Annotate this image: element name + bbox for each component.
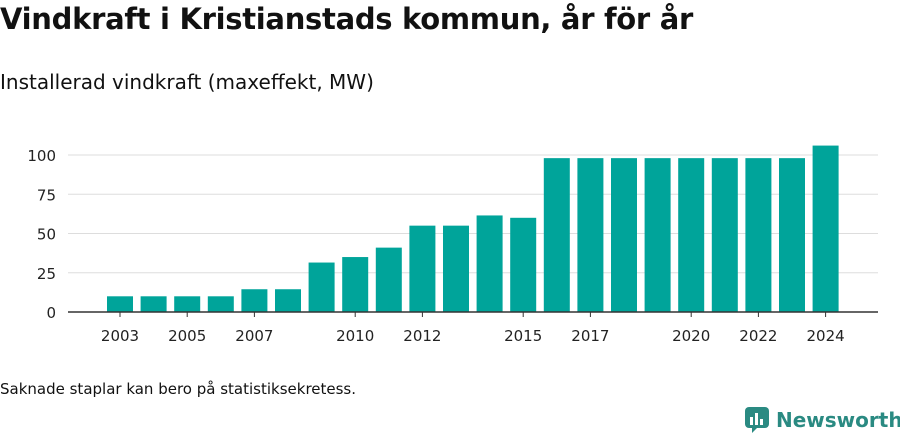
footnote: Saknade staplar kan bero på statistiksek… — [0, 380, 357, 398]
chart-title: Vindkraft i Kristianstads kommun, år för… — [0, 2, 693, 36]
bar-2006 — [207, 296, 234, 312]
x-tick-label: 2007 — [235, 327, 273, 345]
y-tick-label: 100 — [27, 147, 56, 165]
y-tick-label: 50 — [37, 226, 56, 244]
x-tick-label: 2005 — [168, 327, 206, 345]
bar-2012 — [409, 225, 436, 312]
bar-2010 — [342, 257, 369, 312]
x-tick-label: 2022 — [739, 327, 777, 345]
x-tick-label: 2024 — [807, 327, 845, 345]
bar-2017 — [577, 158, 604, 312]
brand-name: Newsworthy — [776, 408, 900, 432]
gridlines — [68, 154, 878, 274]
bar-2023 — [779, 158, 805, 312]
bar-2013 — [443, 225, 469, 312]
bar-2016 — [543, 158, 570, 312]
bar-2007 — [241, 289, 268, 312]
chart-subtitle: Installerad vindkraft (maxeffekt, MW) — [0, 70, 374, 94]
x-tick-label: 2012 — [403, 327, 441, 345]
bar-2019 — [644, 158, 671, 312]
bar-2022 — [745, 158, 772, 312]
y-tick-label: 75 — [37, 186, 56, 204]
x-tick-label: 2003 — [101, 327, 139, 345]
bar-2018 — [611, 158, 637, 312]
bar-2014 — [476, 215, 503, 312]
newsworthy-logo: Newsworthy — [744, 406, 900, 434]
x-tick-label: 2010 — [336, 327, 374, 345]
bar-2020 — [678, 158, 705, 312]
bar-2024 — [812, 145, 839, 312]
axes: 0 25 50 75 100 2003 2005 2007 2010 2012 2015 2017 20… — [27, 147, 878, 345]
newsworthy-logo-icon — [745, 407, 769, 433]
bars — [107, 145, 839, 312]
x-tick-label: 2015 — [504, 327, 542, 345]
x-tick-label: 2020 — [672, 327, 710, 345]
bar-2021 — [711, 158, 738, 312]
bar-2015 — [510, 217, 537, 312]
y-tick-label: 0 — [46, 304, 56, 322]
bar-2008 — [275, 289, 301, 312]
x-tick-label: 2017 — [571, 327, 609, 345]
bar-chart: 0 25 50 75 100 2003 2005 2007 2010 2012 2015 2017 20… — [27, 145, 878, 345]
bar-2011 — [375, 247, 402, 312]
bar-2003 — [107, 296, 133, 312]
bar-2009 — [308, 262, 335, 312]
bar-2005 — [174, 296, 201, 312]
y-tick-label: 25 — [37, 265, 56, 283]
bar-2004 — [140, 296, 167, 312]
